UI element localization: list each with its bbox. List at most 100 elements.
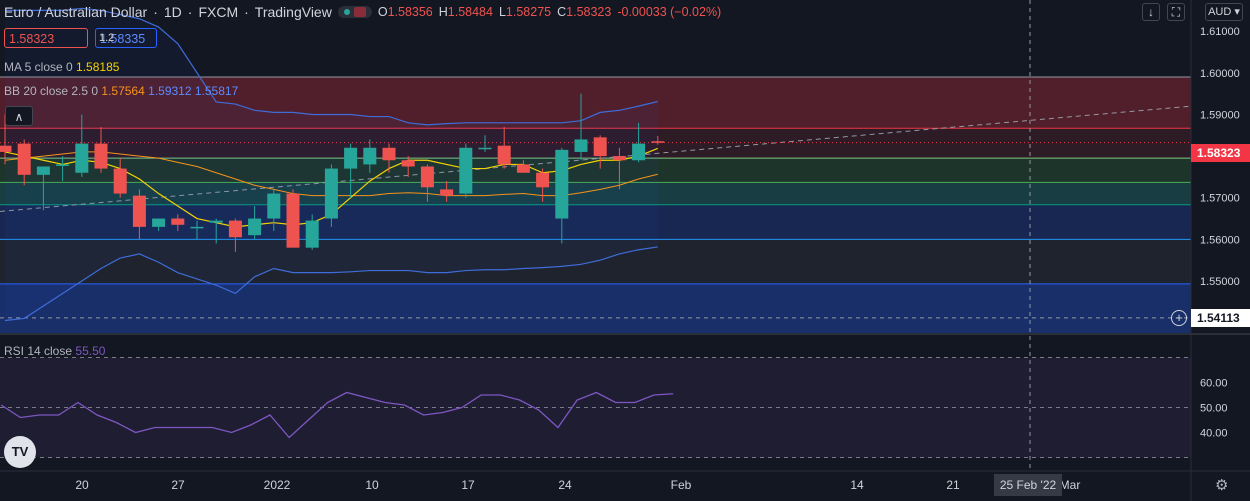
price-tick-label: 1.60000: [1200, 68, 1240, 80]
candle-33: [632, 122, 646, 163]
fib-zone-4: [0, 204, 1191, 240]
candle-body: [17, 143, 31, 175]
time-tick-label: 10: [365, 478, 379, 492]
time-tick-label: 20: [75, 478, 89, 492]
candle-body: [324, 168, 338, 219]
tradingview-logo[interactable]: TV: [4, 436, 36, 468]
candle-5: [94, 126, 108, 173]
fib-zone-2: [0, 158, 1191, 183]
candle-11: [209, 218, 223, 244]
symbol-title[interactable]: Euro / Australian Dollar: [4, 4, 148, 20]
candle-7: [132, 189, 146, 240]
candle-body: [420, 166, 434, 188]
interval[interactable]: 1D: [163, 4, 182, 20]
price-tick-label: 1.57000: [1200, 193, 1240, 205]
low-value: 1.58275: [505, 5, 552, 19]
candle-body: [94, 143, 108, 169]
candle-body: [344, 147, 358, 169]
candle-14: [267, 189, 281, 232]
candle-body: [152, 218, 166, 227]
current-price-label: 1.58323: [1191, 144, 1250, 162]
candle-body: [286, 193, 300, 248]
candle-28: [536, 168, 550, 202]
sell-button[interactable]: 1.58323: [4, 28, 88, 48]
candle-4: [75, 114, 89, 177]
ma-legend[interactable]: MA 5 close 0 1.58185: [4, 60, 120, 74]
candle-body: [555, 149, 569, 219]
currency-selector[interactable]: AUD ▾: [1205, 3, 1243, 21]
candle-body: [113, 168, 127, 194]
price-tick-label: 1.59000: [1200, 109, 1240, 121]
candle-body: [440, 189, 454, 196]
high-value: 1.58484: [447, 5, 493, 19]
wave-icon: [353, 7, 366, 17]
price-tick-label: 1.61000: [1200, 26, 1240, 38]
close-value: 1.58323: [566, 5, 612, 19]
candle-2: [36, 166, 50, 211]
candle-body: [228, 220, 242, 238]
candle-31: [593, 135, 607, 169]
scroll-down-button[interactable]: ↓: [1142, 3, 1160, 21]
rsi-tick-label: 50.00: [1200, 403, 1228, 415]
time-tick-label: 14: [850, 478, 864, 492]
candle-16: [305, 214, 319, 250]
time-tick-label: Mar: [1060, 478, 1081, 492]
rsi-pane: [0, 357, 1191, 458]
bb-legend[interactable]: BB 20 close 2.5 0 1.57564 1.59312 1.5581…: [4, 84, 239, 98]
candle-24: [459, 143, 473, 198]
chart-header: Euro / Australian Dollar · 1D · FXCM · T…: [4, 4, 722, 20]
add-alert-icon[interactable]: +: [1171, 310, 1187, 326]
candle-19: [363, 139, 377, 173]
candle-body: [0, 145, 12, 152]
fib-zone-6: [0, 283, 1191, 333]
candle-body: [632, 143, 646, 161]
exchange: FXCM: [198, 4, 239, 20]
candle-body: [132, 195, 146, 227]
candle-21: [401, 156, 415, 177]
time-tick-label: 2022: [264, 478, 291, 492]
trend-line: [0, 105, 1192, 212]
fib-zone-0: [0, 77, 1191, 129]
candle-body: [305, 220, 319, 248]
candle-15: [286, 189, 300, 248]
candle-body: [516, 164, 530, 173]
candle-20: [382, 143, 396, 173]
collapse-legend-button[interactable]: ∧: [5, 106, 33, 126]
buy-button[interactable]: 1.58335: [95, 28, 157, 48]
candle-22: [420, 164, 434, 202]
candle-body: [36, 166, 50, 175]
candle-34: [651, 135, 665, 145]
rsi-line: [0, 391, 674, 439]
ma-value: 1.58185: [76, 60, 120, 74]
bb-upper-value: 1.59312: [148, 84, 192, 98]
rsi-legend[interactable]: RSI 14 close 55.50: [4, 344, 106, 358]
candle-body: [248, 218, 262, 236]
candle-25: [478, 135, 492, 152]
time-tick-label: 24: [558, 478, 572, 492]
candle-9: [171, 214, 185, 232]
bb-lower-line: [4, 246, 658, 322]
candle-body: [171, 218, 185, 225]
price-tick-label: 1.56000: [1200, 234, 1240, 246]
candle-12: [228, 218, 242, 252]
time-tick-label: 21: [946, 478, 960, 492]
candle-17: [324, 164, 338, 227]
change-value: -0.00033 (−0.02%): [617, 5, 722, 19]
candle-10: [190, 220, 204, 240]
fullscreen-button[interactable]: ⛶: [1167, 3, 1185, 21]
price-tick-label: 1.55000: [1200, 276, 1240, 288]
settings-gear-icon[interactable]: ⚙: [1215, 477, 1229, 494]
candle-8: [152, 218, 166, 232]
candle-29: [555, 147, 569, 244]
market-status-pill[interactable]: [337, 6, 372, 18]
candle-body: [190, 226, 204, 229]
candles: [0, 93, 665, 252]
candle-3: [56, 156, 70, 182]
spread-value: 1.2: [99, 32, 115, 44]
candle-body: [75, 143, 89, 173]
bb-upper-line: [5, 7, 658, 126]
candle-27: [516, 160, 530, 173]
